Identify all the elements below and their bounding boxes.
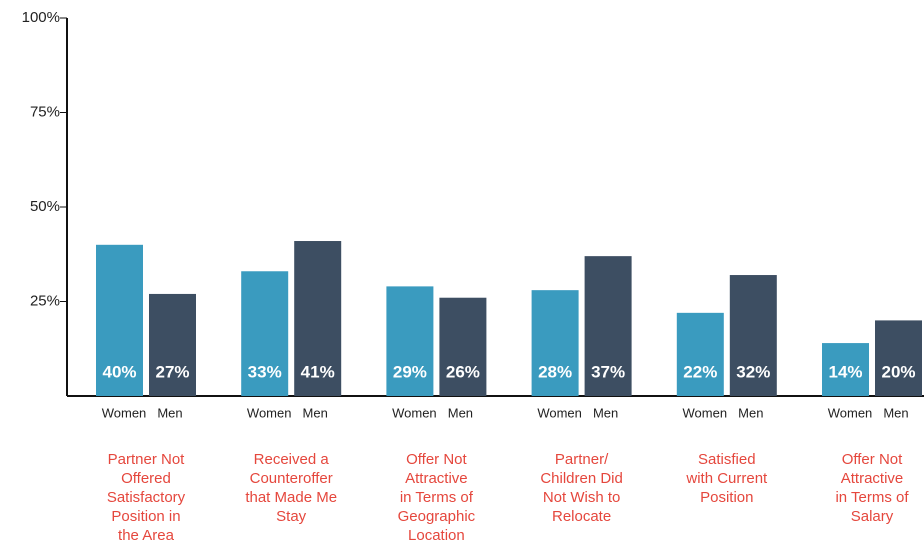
bar <box>149 293 196 396</box>
bar <box>294 241 342 396</box>
category-label: Partner/ Children Did Not Wish to Reloca… <box>540 451 623 525</box>
series-label: Men <box>593 405 618 420</box>
value-label: 20% <box>881 362 915 381</box>
category-label: Received a Counteroffer that Made Me Sta… <box>245 451 338 525</box>
y-tick-label: 25% <box>30 292 60 309</box>
value-label: 14% <box>828 362 862 381</box>
value-label: 40% <box>102 362 136 381</box>
value-label: 32% <box>736 362 770 381</box>
series-label: Men <box>738 405 763 420</box>
bar <box>822 343 869 396</box>
bar <box>729 275 777 396</box>
bar <box>241 271 289 396</box>
series-label: Men <box>883 405 908 420</box>
y-tick-label: 50% <box>30 198 60 215</box>
bar <box>676 312 724 396</box>
bar <box>584 256 632 396</box>
bar <box>439 297 487 396</box>
series-label: Women <box>247 405 292 420</box>
series-label: Women <box>392 405 437 420</box>
series-label: Women <box>683 405 728 420</box>
value-label: 27% <box>155 362 189 381</box>
value-label: 37% <box>591 362 625 381</box>
series-label: Women <box>537 405 582 420</box>
value-label: 22% <box>683 362 717 381</box>
series-label: Women <box>102 405 147 420</box>
category-label: Satisfied with Current Position <box>686 451 768 506</box>
value-label: 29% <box>393 362 427 381</box>
category-label: Offer Not Attractive in Terms of Salary <box>835 451 909 525</box>
y-tick-label: 75% <box>30 103 60 120</box>
value-label: 28% <box>538 362 572 381</box>
bar <box>875 320 922 396</box>
category-label: Offer Not Attractive in Terms of Geograp… <box>397 451 476 544</box>
series-label: Women <box>828 405 873 420</box>
category-label: Partner Not Offered Satisfactory Positio… <box>106 451 186 544</box>
bar <box>96 244 143 396</box>
value-label: 26% <box>446 362 480 381</box>
value-label: 33% <box>248 362 282 381</box>
value-label: 41% <box>301 362 335 381</box>
bar <box>531 290 579 396</box>
series-label: Men <box>448 405 473 420</box>
bar <box>386 286 434 396</box>
y-tick-label: 100% <box>22 9 60 26</box>
series-label: Men <box>303 405 328 420</box>
series-label: Men <box>157 405 182 420</box>
